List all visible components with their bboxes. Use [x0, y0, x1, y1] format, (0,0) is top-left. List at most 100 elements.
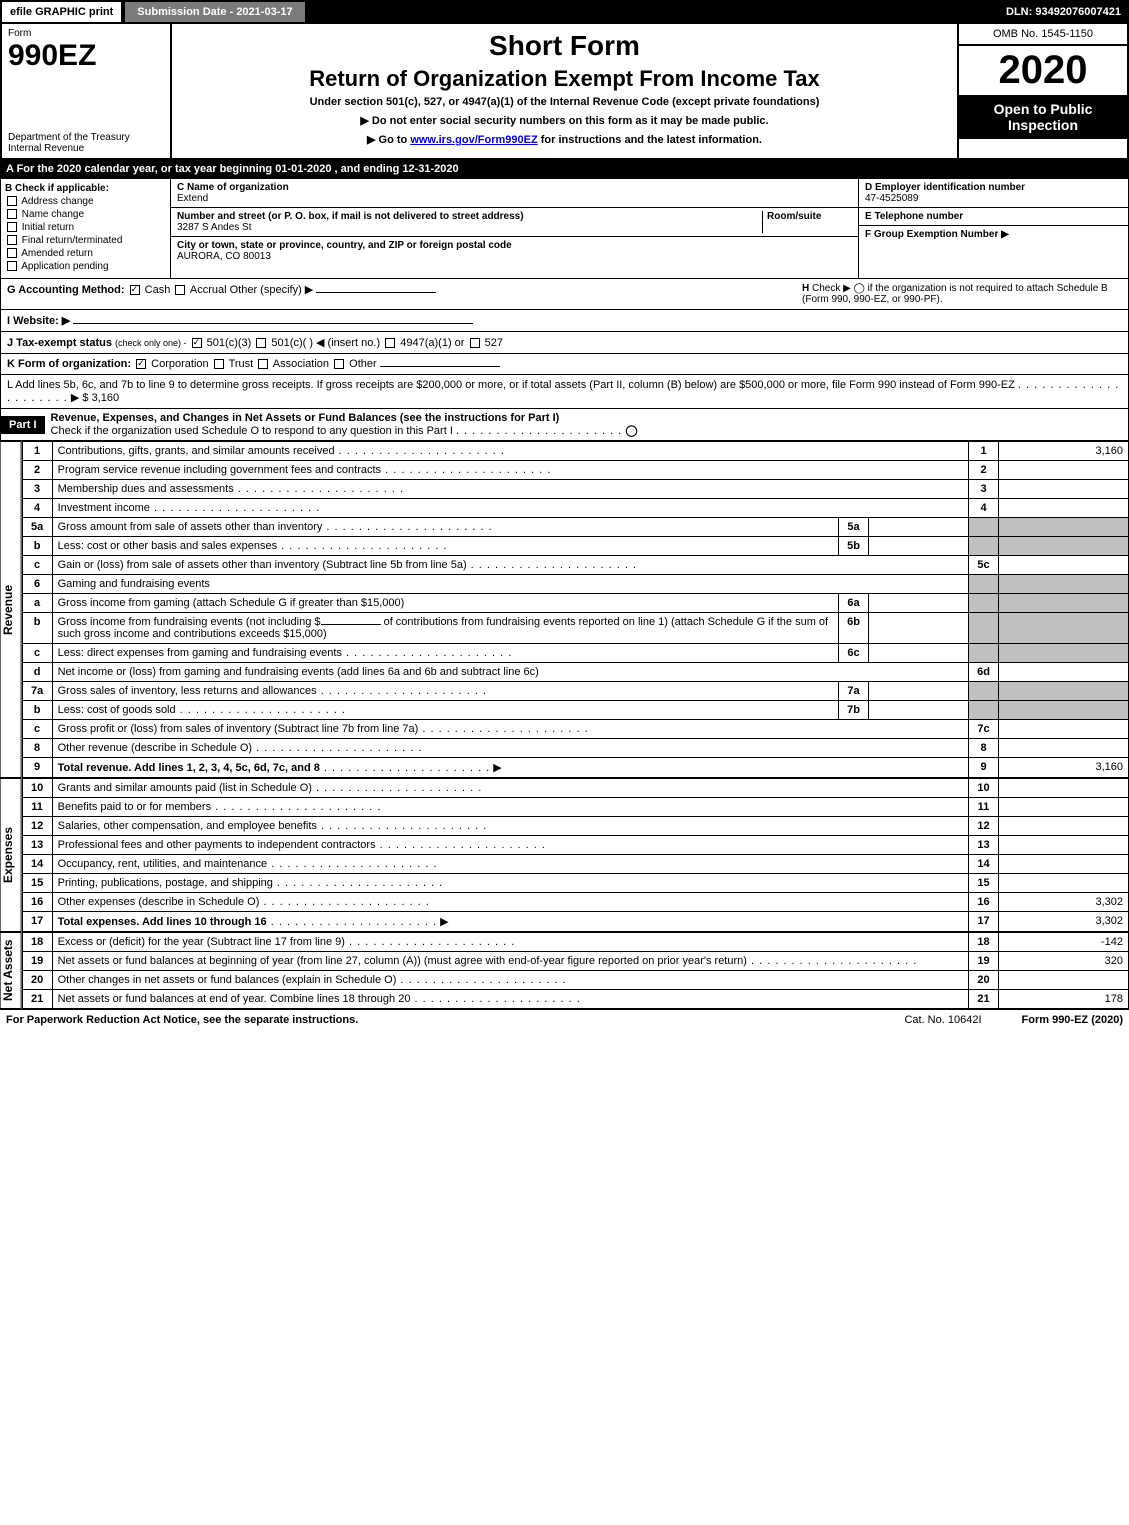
line-5b-sub: 5b: [839, 537, 869, 556]
website-input[interactable]: [73, 323, 473, 324]
part-i-title-text: Revenue, Expenses, and Changes in Net As…: [51, 412, 560, 424]
line-6d: dNet income or (loss) from gaming and fu…: [22, 663, 1128, 682]
org-name-row: C Name of organization Extend: [171, 179, 858, 208]
dln-label: DLN: 93492076007421: [998, 2, 1129, 22]
top-bar: efile GRAPHIC print Submission Date - 20…: [0, 0, 1129, 24]
phone-label: E Telephone number: [865, 211, 1122, 222]
check-accrual[interactable]: [175, 285, 185, 295]
line-5c-amount: [999, 556, 1129, 575]
check-trust[interactable]: [214, 359, 224, 369]
row-g-label: G Accounting Method:: [7, 284, 125, 296]
revenue-side-label: Revenue: [0, 441, 22, 778]
line-17-desc: Total expenses. Add lines 10 through 16: [58, 916, 267, 928]
ein-row: D Employer identification number 47-4525…: [859, 179, 1128, 208]
group-exemption-row: F Group Exemption Number ▶: [859, 226, 1128, 243]
header-right: OMB No. 1545-1150 2020 Open to Public In…: [957, 24, 1127, 158]
line-6b-desc-pre: Gross income from fundraising events (no…: [58, 616, 321, 628]
check-address-change-label: Address change: [21, 196, 93, 207]
row-g-h: G Accounting Method: Cash Accrual Other …: [0, 279, 1129, 310]
row-h: H Check ▶ ◯ if the organization is not r…: [802, 283, 1122, 305]
line-19-desc: Net assets or fund balances at beginning…: [58, 955, 747, 967]
line-16-amount: 3,302: [999, 893, 1129, 912]
org-name-value: Extend: [177, 193, 852, 204]
line-14-amount: [999, 855, 1129, 874]
line-21-amount: 178: [999, 990, 1129, 1009]
part-i-header-row: Part I Revenue, Expenses, and Changes in…: [0, 409, 1129, 441]
expenses-section: Expenses 10Grants and similar amounts pa…: [0, 778, 1129, 932]
efile-print-label[interactable]: efile GRAPHIC print: [0, 0, 123, 24]
line-5a: 5aGross amount from sale of assets other…: [22, 518, 1128, 537]
line-10: 10Grants and similar amounts paid (list …: [22, 779, 1128, 798]
line-12: 12Salaries, other compensation, and empl…: [22, 817, 1128, 836]
line-7a-desc: Gross sales of inventory, less returns a…: [58, 685, 317, 697]
check-cash[interactable]: [130, 285, 140, 295]
part-i-badge: Part I: [1, 416, 45, 434]
check-name-change[interactable]: Name change: [5, 209, 166, 220]
go-to-prefix: ▶ Go to: [367, 134, 410, 146]
check-application-pending[interactable]: Application pending: [5, 261, 166, 272]
other-org-input[interactable]: [380, 366, 500, 367]
ein-value: 47-4525089: [865, 193, 1122, 204]
line-5a-sub: 5a: [839, 518, 869, 537]
omb-number: OMB No. 1545-1150: [959, 24, 1127, 46]
line-5c: cGain or (loss) from sale of assets othe…: [22, 556, 1128, 575]
line-6b-blank[interactable]: [321, 624, 381, 625]
line-12-desc: Salaries, other compensation, and employ…: [58, 820, 317, 832]
check-address-change[interactable]: Address change: [5, 196, 166, 207]
phone-row: E Telephone number: [859, 208, 1128, 226]
line-18: 18Excess or (deficit) for the year (Subt…: [22, 933, 1128, 952]
check-association[interactable]: [258, 359, 268, 369]
line-6b: bGross income from fundraising events (n…: [22, 613, 1128, 644]
line-7a-sub: 7a: [839, 682, 869, 701]
check-amended-return[interactable]: Amended return: [5, 248, 166, 259]
check-initial-return[interactable]: Initial return: [5, 222, 166, 233]
line-3-desc: Membership dues and assessments: [58, 483, 234, 495]
line-2-desc: Program service revenue including govern…: [58, 464, 381, 476]
line-9-desc: Total revenue. Add lines 1, 2, 3, 4, 5c,…: [58, 762, 320, 774]
row-l: L Add lines 5b, 6c, and 7b to line 9 to …: [0, 375, 1129, 409]
line-6a: aGross income from gaming (attach Schedu…: [22, 594, 1128, 613]
footer-mid: Cat. No. 10642I: [904, 1014, 981, 1026]
line-7c-desc: Gross profit or (loss) from sales of inv…: [58, 723, 419, 735]
expenses-table: 10Grants and similar amounts paid (list …: [22, 778, 1129, 932]
return-title: Return of Organization Exempt From Incom…: [178, 66, 951, 92]
org-name-label: C Name of organization: [177, 182, 852, 193]
tax-exempt-sub: (check only one) -: [115, 338, 187, 348]
check-501c[interactable]: [256, 338, 266, 348]
short-form-title: Short Form: [178, 30, 951, 62]
line-7b-sub: 7b: [839, 701, 869, 720]
check-501c3[interactable]: [192, 338, 202, 348]
line-20: 20Other changes in net assets or fund ba…: [22, 971, 1128, 990]
line-4: 4Investment income4: [22, 499, 1128, 518]
line-7b-subval: [869, 701, 969, 720]
line-6b-subval: [869, 613, 969, 644]
go-to-suffix: for instructions and the latest informat…: [538, 134, 762, 146]
part-i-check-end[interactable]: ◯: [625, 425, 637, 437]
opt-trust: Trust: [229, 358, 254, 370]
line-6a-sub: 6a: [839, 594, 869, 613]
line-5a-subval: [869, 518, 969, 537]
room-suite-label: Room/suite: [767, 211, 852, 222]
check-final-return[interactable]: Final return/terminated: [5, 235, 166, 246]
check-527[interactable]: [470, 338, 480, 348]
line-7c: cGross profit or (loss) from sales of in…: [22, 720, 1128, 739]
line-2: 2Program service revenue including gover…: [22, 461, 1128, 480]
line-1-amount: 3,160: [999, 442, 1129, 461]
line-16: 16Other expenses (describe in Schedule O…: [22, 893, 1128, 912]
line-10-amount: [999, 779, 1129, 798]
accrual-label: Accrual: [190, 284, 227, 296]
irs-link[interactable]: www.irs.gov/Form990EZ: [410, 134, 537, 146]
check-corporation[interactable]: [136, 359, 146, 369]
col-b-checkboxes: B Check if applicable: Address change Na…: [1, 179, 171, 278]
line-10-desc: Grants and similar amounts paid (list in…: [58, 782, 312, 794]
submission-date-label: Submission Date - 2021-03-17: [123, 0, 306, 24]
check-other-org[interactable]: [334, 359, 344, 369]
other-specify-input[interactable]: [316, 292, 436, 293]
line-20-amount: [999, 971, 1129, 990]
opt-association: Association: [273, 358, 329, 370]
part-i-title: Revenue, Expenses, and Changes in Net As…: [45, 409, 1128, 440]
tax-year: 2020: [959, 46, 1127, 95]
check-4947[interactable]: [385, 338, 395, 348]
line-6c: cLess: direct expenses from gaming and f…: [22, 644, 1128, 663]
line-6c-sub: 6c: [839, 644, 869, 663]
